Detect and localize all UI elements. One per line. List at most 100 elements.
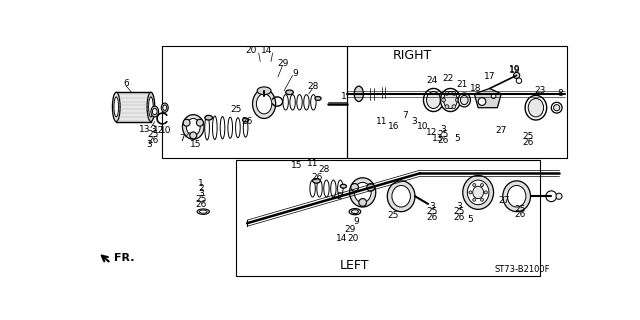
Text: 28: 28 xyxy=(319,165,330,174)
Text: LEFT: LEFT xyxy=(340,259,370,272)
Ellipse shape xyxy=(338,180,343,197)
Ellipse shape xyxy=(243,118,248,137)
Circle shape xyxy=(473,184,476,187)
Ellipse shape xyxy=(349,209,361,215)
Ellipse shape xyxy=(427,92,440,108)
Text: 29: 29 xyxy=(344,225,355,234)
Ellipse shape xyxy=(354,182,371,203)
Text: 15: 15 xyxy=(291,161,303,170)
Text: 14: 14 xyxy=(260,46,272,55)
Text: 21: 21 xyxy=(456,80,468,89)
Ellipse shape xyxy=(151,106,159,117)
Ellipse shape xyxy=(317,180,322,197)
Ellipse shape xyxy=(182,115,204,139)
Circle shape xyxy=(469,191,472,194)
Text: 11: 11 xyxy=(307,159,318,168)
Text: 20: 20 xyxy=(347,234,358,243)
Text: 1: 1 xyxy=(198,179,204,188)
Circle shape xyxy=(452,92,456,95)
Circle shape xyxy=(456,98,460,102)
Ellipse shape xyxy=(387,181,415,212)
Text: 9: 9 xyxy=(292,68,298,77)
Ellipse shape xyxy=(444,92,458,108)
Text: 12: 12 xyxy=(153,126,164,135)
Circle shape xyxy=(551,102,562,113)
Ellipse shape xyxy=(503,181,531,212)
Text: 26: 26 xyxy=(522,138,534,147)
Text: 29: 29 xyxy=(277,59,288,68)
Ellipse shape xyxy=(283,95,289,110)
Ellipse shape xyxy=(473,186,484,198)
Text: 25: 25 xyxy=(438,130,449,139)
Text: 20: 20 xyxy=(245,46,257,55)
Text: 9: 9 xyxy=(354,217,360,226)
Text: 28: 28 xyxy=(307,82,318,91)
Circle shape xyxy=(190,132,196,139)
Ellipse shape xyxy=(304,95,309,110)
Text: 25: 25 xyxy=(230,105,241,114)
Ellipse shape xyxy=(152,108,157,115)
Ellipse shape xyxy=(297,95,302,110)
Text: 5: 5 xyxy=(468,215,474,224)
Circle shape xyxy=(556,193,562,199)
Text: 24: 24 xyxy=(426,76,438,85)
Text: 26: 26 xyxy=(241,117,253,126)
Text: 13: 13 xyxy=(433,134,444,143)
Ellipse shape xyxy=(200,210,207,213)
Ellipse shape xyxy=(114,97,118,117)
Ellipse shape xyxy=(354,86,364,101)
Ellipse shape xyxy=(148,97,153,117)
Circle shape xyxy=(442,98,445,102)
Text: 25: 25 xyxy=(195,195,207,204)
Text: 26: 26 xyxy=(453,212,465,221)
Ellipse shape xyxy=(186,118,200,135)
Circle shape xyxy=(554,105,560,111)
Ellipse shape xyxy=(113,92,120,122)
Text: 8: 8 xyxy=(557,89,563,98)
Ellipse shape xyxy=(228,117,232,138)
Ellipse shape xyxy=(458,93,470,107)
Text: 25: 25 xyxy=(426,207,438,216)
Text: 26: 26 xyxy=(312,172,323,181)
Text: 3: 3 xyxy=(440,125,446,134)
Text: 14: 14 xyxy=(336,234,348,243)
Ellipse shape xyxy=(440,88,460,112)
Text: 26: 26 xyxy=(426,212,438,221)
Text: FR.: FR. xyxy=(114,253,134,263)
Text: 27: 27 xyxy=(495,126,507,135)
Ellipse shape xyxy=(340,184,346,188)
Circle shape xyxy=(484,191,488,194)
Text: 17: 17 xyxy=(484,72,495,81)
Text: 25: 25 xyxy=(522,132,534,141)
Ellipse shape xyxy=(463,175,493,209)
Circle shape xyxy=(516,78,522,84)
Ellipse shape xyxy=(508,186,526,207)
Text: 25: 25 xyxy=(453,207,465,216)
Text: 19: 19 xyxy=(509,66,521,75)
Circle shape xyxy=(196,119,204,126)
Ellipse shape xyxy=(460,95,468,105)
Circle shape xyxy=(445,92,449,95)
Ellipse shape xyxy=(324,180,329,197)
Text: 19: 19 xyxy=(509,65,521,74)
Ellipse shape xyxy=(257,87,271,95)
Text: 3: 3 xyxy=(150,125,156,134)
Text: 6: 6 xyxy=(124,78,129,88)
Text: 3: 3 xyxy=(198,189,204,198)
Ellipse shape xyxy=(351,210,358,213)
Text: 10: 10 xyxy=(160,126,172,135)
Ellipse shape xyxy=(147,92,155,122)
Ellipse shape xyxy=(243,118,249,122)
Text: RIGHT: RIGHT xyxy=(393,49,433,62)
Circle shape xyxy=(481,184,484,187)
Text: 2: 2 xyxy=(337,192,342,201)
Ellipse shape xyxy=(257,94,272,114)
Ellipse shape xyxy=(424,88,444,112)
Text: 25: 25 xyxy=(148,130,159,139)
Ellipse shape xyxy=(290,95,295,110)
Circle shape xyxy=(183,119,190,126)
Text: 7: 7 xyxy=(179,134,184,143)
Circle shape xyxy=(351,184,358,191)
Text: 16: 16 xyxy=(388,123,399,132)
Ellipse shape xyxy=(205,116,209,140)
